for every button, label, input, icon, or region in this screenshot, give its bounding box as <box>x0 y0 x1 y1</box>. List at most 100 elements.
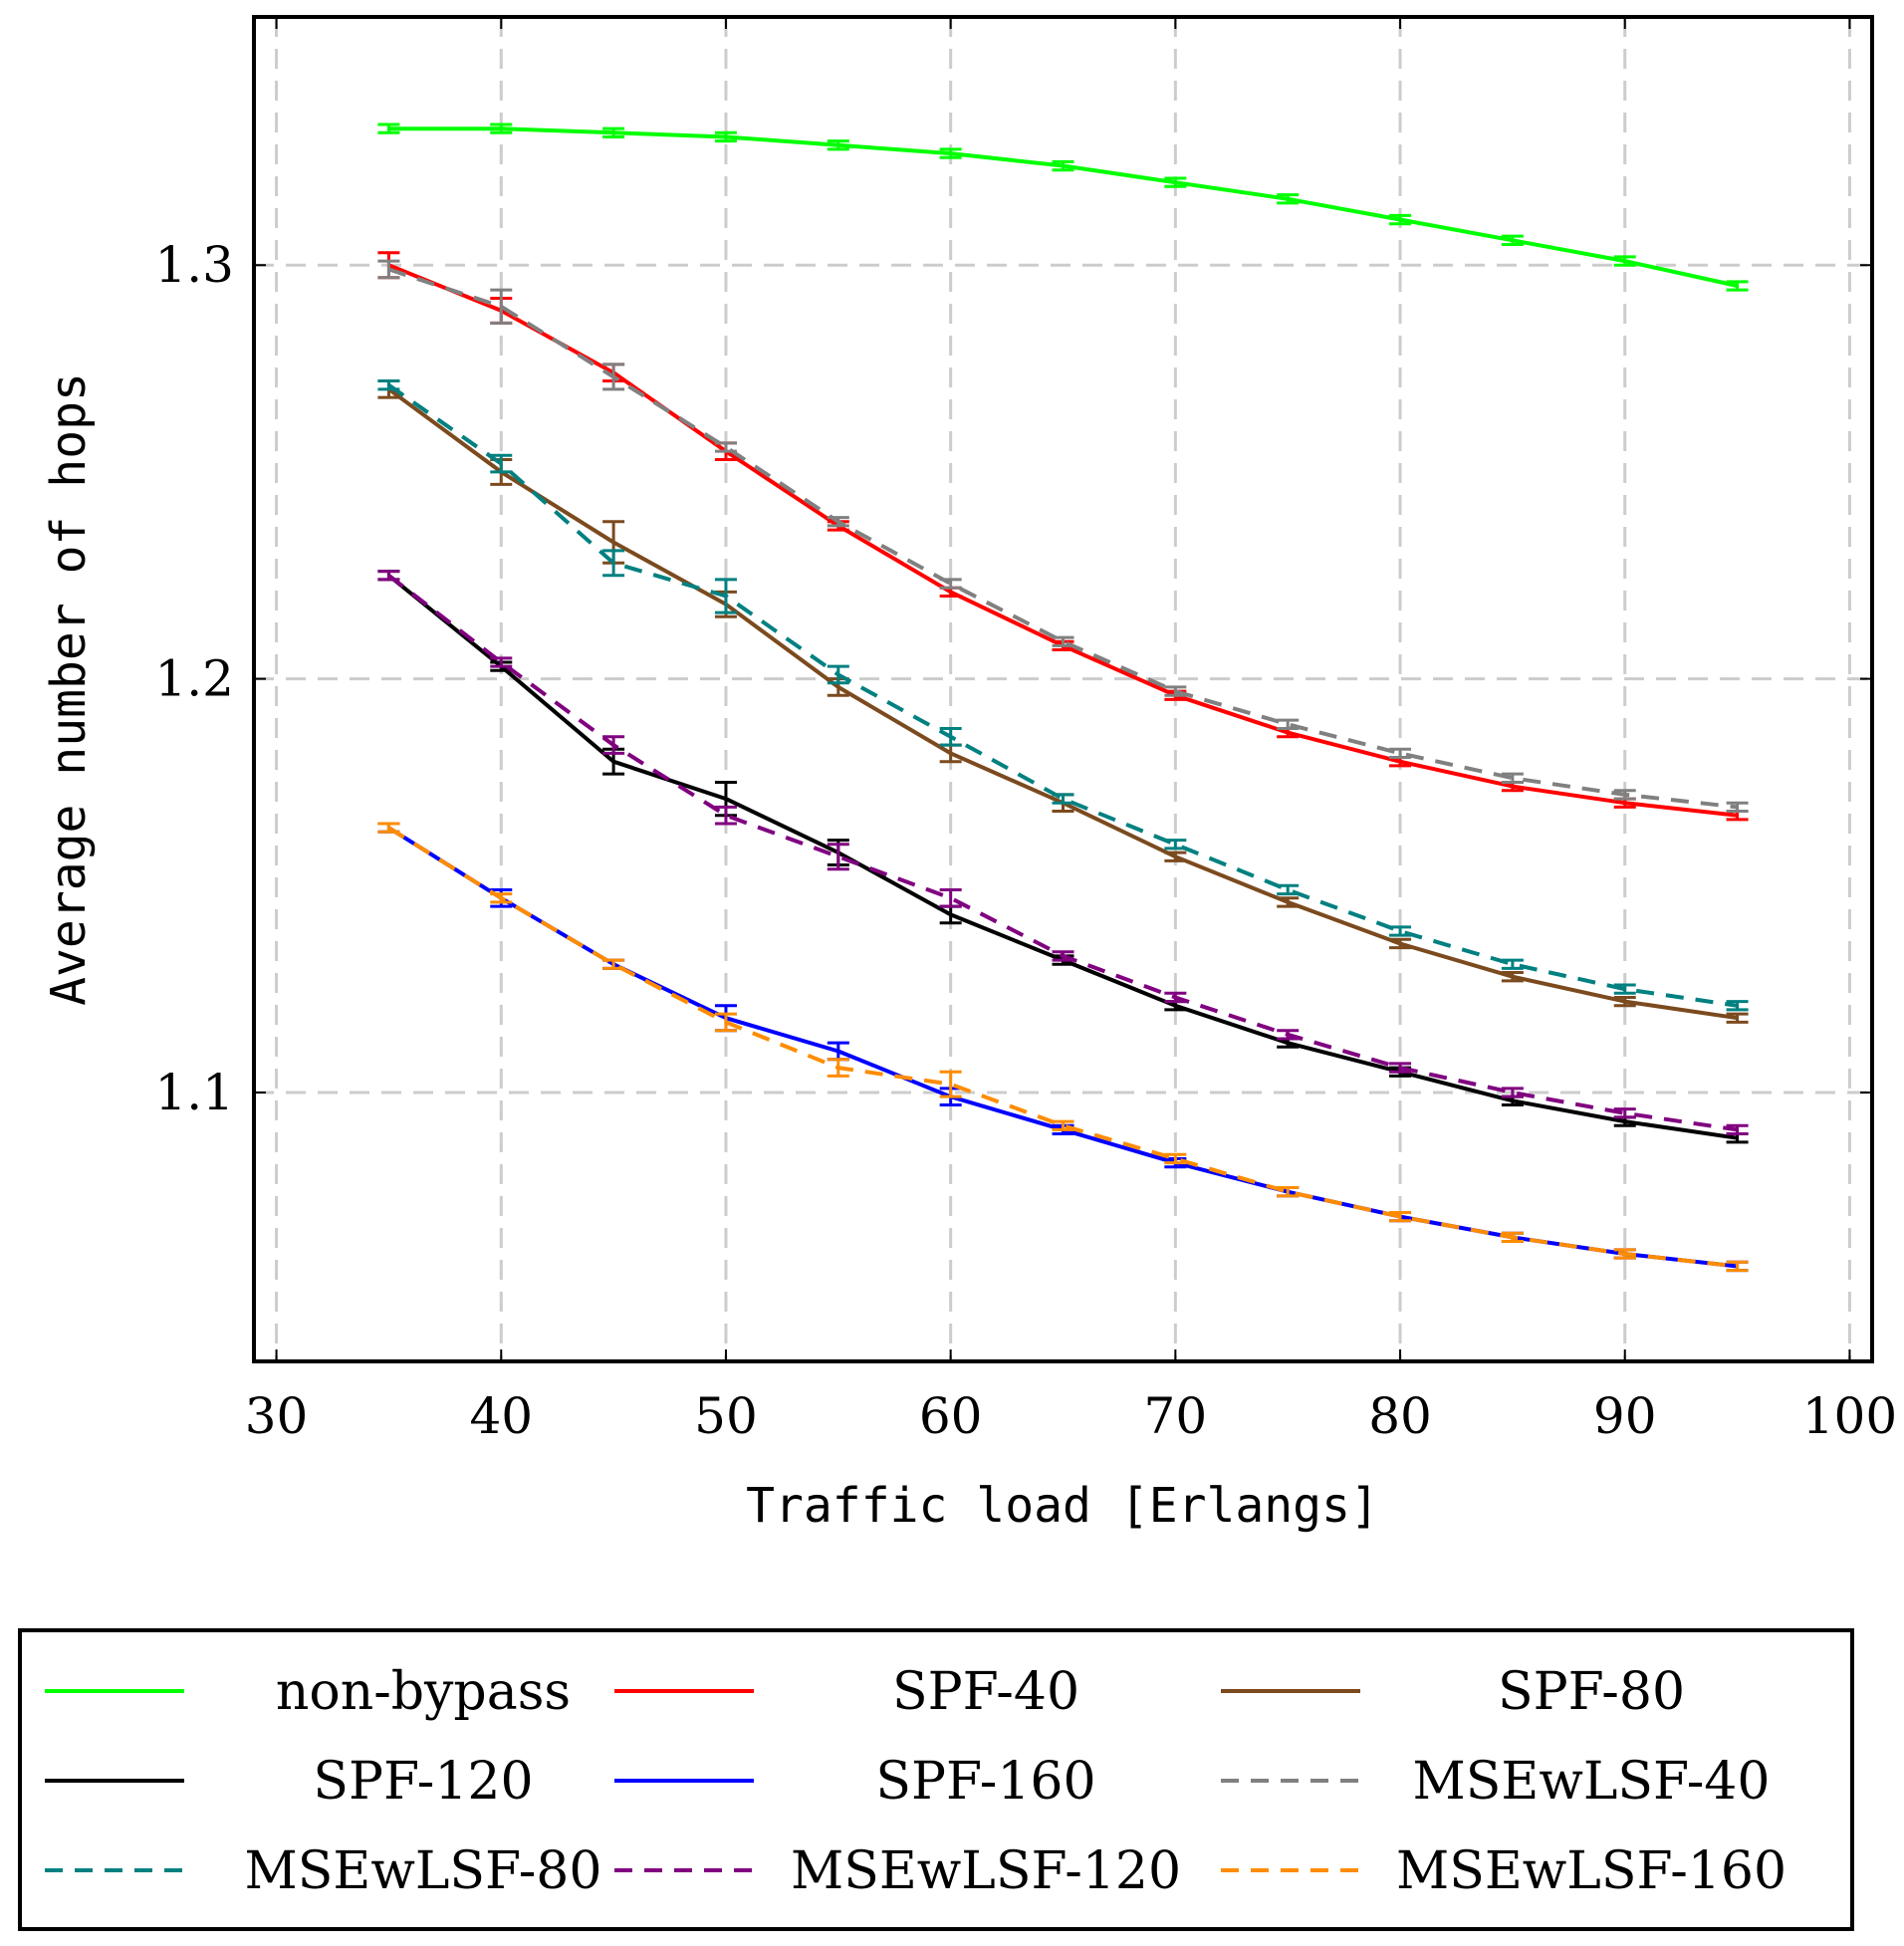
series-line-spf-40 <box>387 263 1738 818</box>
error-bar-msewlsf-40-60 <box>939 578 962 590</box>
legend: non-bypass SPF-40 SPF-80 SPF-120 SPF-160 MSEw… <box>18 1628 1854 1931</box>
error-bar-non-bypass-75 <box>1277 193 1300 205</box>
legend-item-spf-40: SPF-40 <box>614 1662 1079 1722</box>
series-line-non-bypass <box>388 126 1739 288</box>
axis-ticks: 30 40 50 60 70 80 90 100 1.1 1.2 1.3 <box>154 17 1897 1445</box>
x-tick-label-80: 80 <box>1368 1387 1432 1445</box>
legend-label-non-bypass: non-bypass <box>276 1662 571 1722</box>
error-bar-msewlsf-160-55 <box>827 1058 849 1078</box>
error-bar-msewlsf-80-75 <box>1277 883 1300 896</box>
error-bar-msewlsf-120-85 <box>1501 1087 1524 1098</box>
error-bar-msewlsf-40-45 <box>602 363 625 391</box>
series-non-bypass <box>377 122 1749 292</box>
error-bar-msewlsf-120-80 <box>1389 1062 1412 1074</box>
x-tick-label-40: 40 <box>469 1387 533 1445</box>
error-bar-spf-80-90 <box>1613 995 1636 1008</box>
series-lines <box>377 122 1749 1273</box>
error-bar-non-bypass-55 <box>827 139 849 151</box>
series-line-msewlsf-160 <box>387 826 1738 1269</box>
x-tick-label-50: 50 <box>694 1387 758 1445</box>
error-bar-msewlsf-40-50 <box>714 441 737 453</box>
error-bar-msewlsf-80-60 <box>939 726 962 747</box>
error-bar-spf-80-85 <box>1501 971 1524 983</box>
error-bar-msewlsf-80-85 <box>1501 958 1524 970</box>
error-bar-msewlsf-40-70 <box>1164 685 1187 697</box>
error-bar-msewlsf-120-70 <box>1164 991 1187 1004</box>
error-bar-msewlsf-80-45 <box>602 549 625 578</box>
error-bar-msewlsf-80-40 <box>490 453 513 474</box>
error-bar-msewlsf-120-55 <box>827 843 849 871</box>
x-tick-label-70: 70 <box>1144 1387 1208 1445</box>
legend-label-msewlsf-160: MSEwLSF-160 <box>1396 1841 1786 1901</box>
legend-label-msewlsf-80: MSEwLSF-80 <box>245 1841 602 1901</box>
error-bar-msewlsf-80-95 <box>1726 1000 1749 1012</box>
error-bar-non-bypass-65 <box>1052 159 1074 172</box>
error-bar-msewlsf-80-90 <box>1613 983 1636 995</box>
error-bar-msewlsf-40-35 <box>377 259 400 280</box>
grid-lines <box>254 17 1872 1361</box>
error-bar-msewlsf-160-45 <box>602 958 625 970</box>
error-bar-spf-80-75 <box>1277 896 1300 908</box>
series-line-spf-80 <box>387 387 1738 1021</box>
error-bar-msewlsf-80-50 <box>714 578 737 614</box>
series-line-spf-160 <box>387 826 1738 1269</box>
legend-item-spf-120: SPF-120 <box>45 1752 534 1812</box>
legend-label-spf-40: SPF-40 <box>892 1662 1079 1722</box>
legend-item-msewlsf-120: MSEwLSF-120 <box>614 1841 1181 1901</box>
error-bar-spf-80-95 <box>1726 1012 1749 1024</box>
error-bar-spf-80-80 <box>1389 937 1412 950</box>
error-bar-msewlsf-120-95 <box>1726 1123 1749 1136</box>
x-tick-label-30: 30 <box>245 1387 309 1445</box>
error-bar-non-bypass-35 <box>377 122 400 134</box>
error-bar-msewlsf-120-35 <box>377 570 400 582</box>
legend-item-msewlsf-80: MSEwLSF-80 <box>45 1841 601 1901</box>
error-bar-msewlsf-80-80 <box>1389 925 1412 937</box>
error-bar-non-bypass-80 <box>1389 213 1412 226</box>
error-bar-msewlsf-80-65 <box>1052 793 1074 805</box>
y-tick-label-1: 1.2 <box>154 650 234 708</box>
series-spf-160 <box>377 822 1749 1273</box>
x-tick-label-90: 90 <box>1593 1387 1657 1445</box>
series-msewlsf-80 <box>377 379 1749 1012</box>
plot-frame <box>252 15 1874 1363</box>
error-bar-msewlsf-40-95 <box>1726 801 1749 814</box>
legend-item-non-bypass: non-bypass <box>45 1662 571 1722</box>
series-line-msewlsf-80 <box>387 383 1738 1008</box>
error-bar-msewlsf-160-50 <box>714 1012 737 1033</box>
error-bar-non-bypass-90 <box>1613 255 1636 267</box>
error-bar-msewlsf-160-40 <box>490 892 513 904</box>
legend-label-spf-120: SPF-120 <box>313 1752 533 1812</box>
error-bar-non-bypass-60 <box>939 147 962 159</box>
series-line-msewlsf-120 <box>387 574 1738 1132</box>
legend-label-msewlsf-120: MSEwLSF-120 <box>791 1841 1181 1901</box>
legend-item-msewlsf-40: MSEwLSF-40 <box>1221 1752 1770 1812</box>
error-bar-msewlsf-160-90 <box>1613 1248 1636 1260</box>
error-bar-msewlsf-160-80 <box>1389 1210 1412 1223</box>
legend-label-spf-160: SPF-160 <box>875 1752 1095 1812</box>
x-axis-title: Traffic load [Erlangs] <box>746 1478 1379 1534</box>
y-tick-label-2: 1.3 <box>154 236 234 294</box>
series-msewlsf-160 <box>377 822 1749 1273</box>
error-bar-msewlsf-120-50 <box>714 805 737 826</box>
error-bar-msewlsf-160-65 <box>1052 1119 1074 1131</box>
error-bar-msewlsf-120-65 <box>1052 950 1074 962</box>
error-bar-msewlsf-40-90 <box>1613 789 1636 801</box>
error-bar-msewlsf-160-70 <box>1164 1152 1187 1165</box>
legend-frame <box>18 1628 1854 1931</box>
x-tick-label-100: 100 <box>1802 1387 1897 1445</box>
legend-item-msewlsf-160: MSEwLSF-160 <box>1221 1841 1786 1901</box>
series-line-spf-120 <box>387 574 1738 1140</box>
series-spf-120 <box>377 570 1749 1144</box>
series-msewlsf-120 <box>377 570 1749 1136</box>
error-bar-non-bypass-95 <box>1726 280 1749 292</box>
legend-item-spf-160: SPF-160 <box>614 1752 1096 1812</box>
y-tick-label-0: 1.1 <box>154 1064 234 1121</box>
error-bar-non-bypass-70 <box>1164 176 1187 188</box>
error-bar-non-bypass-50 <box>714 130 737 143</box>
error-bar-msewlsf-160-85 <box>1501 1231 1524 1244</box>
error-bar-non-bypass-45 <box>602 126 625 138</box>
error-bar-msewlsf-160-60 <box>939 1070 962 1098</box>
error-bar-msewlsf-40-75 <box>1277 718 1300 730</box>
error-bar-msewlsf-40-55 <box>827 516 849 528</box>
